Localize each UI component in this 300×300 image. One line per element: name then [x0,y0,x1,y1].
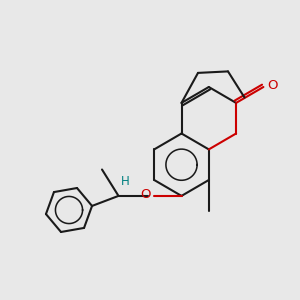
Text: O: O [267,79,278,92]
Text: H: H [121,176,130,188]
Text: O: O [140,188,150,202]
